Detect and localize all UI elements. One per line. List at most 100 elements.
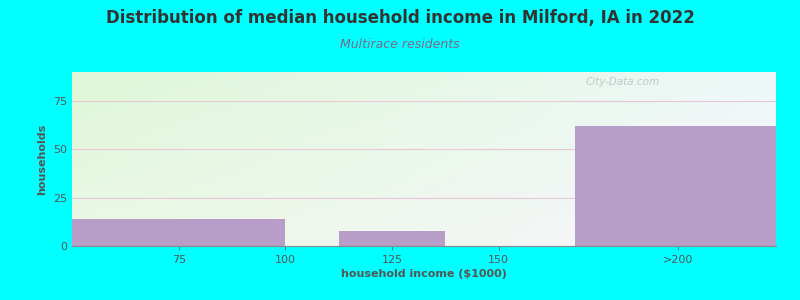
Bar bbox=[389, 232, 396, 234]
Bar bbox=[720, 100, 726, 102]
Bar bbox=[157, 183, 163, 185]
Bar bbox=[333, 124, 339, 126]
Bar bbox=[396, 171, 403, 173]
Bar bbox=[135, 202, 142, 204]
Bar bbox=[262, 185, 269, 187]
Bar bbox=[192, 199, 198, 201]
Bar bbox=[403, 237, 410, 239]
Bar bbox=[354, 140, 361, 142]
Bar bbox=[255, 166, 262, 168]
Bar bbox=[706, 121, 713, 122]
Bar bbox=[361, 163, 368, 164]
Bar bbox=[670, 187, 678, 189]
Bar bbox=[748, 178, 755, 180]
Bar bbox=[678, 178, 685, 180]
Bar bbox=[333, 222, 339, 224]
Bar bbox=[276, 148, 283, 150]
Bar bbox=[262, 169, 269, 171]
Bar bbox=[368, 236, 374, 237]
Bar bbox=[530, 159, 537, 161]
Bar bbox=[72, 155, 79, 157]
Bar bbox=[318, 143, 326, 145]
Bar bbox=[86, 124, 93, 126]
Bar bbox=[234, 241, 241, 242]
Bar bbox=[170, 168, 178, 169]
Bar bbox=[474, 189, 480, 190]
Bar bbox=[248, 77, 255, 79]
Bar bbox=[403, 159, 410, 161]
Bar bbox=[459, 114, 466, 116]
Bar bbox=[670, 241, 678, 242]
Bar bbox=[663, 183, 670, 185]
Bar bbox=[642, 206, 650, 208]
Bar bbox=[333, 116, 339, 117]
Bar bbox=[755, 148, 762, 150]
Bar bbox=[374, 138, 382, 140]
Bar bbox=[621, 163, 628, 164]
Bar bbox=[326, 176, 333, 178]
Bar bbox=[635, 237, 642, 239]
Bar bbox=[248, 103, 255, 105]
Bar bbox=[678, 138, 685, 140]
Bar bbox=[114, 180, 122, 182]
Bar bbox=[339, 152, 346, 154]
Bar bbox=[445, 169, 452, 171]
Bar bbox=[734, 171, 741, 173]
Bar bbox=[93, 211, 100, 213]
Bar bbox=[234, 215, 241, 216]
Bar bbox=[150, 126, 157, 128]
Bar bbox=[403, 138, 410, 140]
Bar bbox=[663, 242, 670, 244]
Bar bbox=[354, 201, 361, 203]
Bar bbox=[600, 159, 607, 161]
Bar bbox=[544, 183, 550, 185]
Bar bbox=[650, 81, 656, 82]
Bar bbox=[86, 105, 93, 107]
Bar bbox=[269, 93, 276, 94]
Bar bbox=[550, 103, 558, 105]
Bar bbox=[298, 190, 304, 192]
Bar bbox=[579, 155, 586, 157]
Bar bbox=[417, 129, 424, 131]
Bar bbox=[452, 100, 459, 102]
Bar bbox=[466, 147, 474, 148]
Bar bbox=[417, 163, 424, 164]
Bar bbox=[374, 236, 382, 237]
Bar bbox=[276, 157, 283, 159]
Bar bbox=[128, 227, 135, 229]
Bar bbox=[185, 143, 192, 145]
Bar bbox=[438, 135, 445, 137]
Bar bbox=[459, 77, 466, 79]
Bar bbox=[262, 102, 269, 103]
Bar bbox=[255, 112, 262, 114]
Bar bbox=[185, 96, 192, 98]
Bar bbox=[530, 189, 537, 190]
Bar bbox=[234, 150, 241, 152]
Bar bbox=[114, 143, 122, 145]
Bar bbox=[586, 102, 593, 103]
Bar bbox=[382, 112, 389, 114]
Bar bbox=[135, 190, 142, 192]
Bar bbox=[248, 201, 255, 203]
Bar bbox=[157, 107, 163, 109]
Bar bbox=[579, 93, 586, 94]
Bar bbox=[487, 209, 494, 211]
Bar bbox=[431, 93, 438, 94]
Bar bbox=[474, 202, 480, 204]
Bar bbox=[318, 239, 326, 241]
Bar bbox=[558, 189, 565, 190]
Bar bbox=[650, 166, 656, 168]
Bar bbox=[614, 138, 621, 140]
Bar bbox=[713, 216, 720, 218]
Bar bbox=[474, 103, 480, 105]
Bar bbox=[726, 213, 734, 215]
Bar bbox=[691, 140, 698, 142]
Bar bbox=[333, 194, 339, 196]
Bar bbox=[178, 135, 185, 137]
Bar bbox=[107, 133, 114, 135]
Bar bbox=[93, 128, 100, 129]
Bar bbox=[600, 161, 607, 163]
Bar bbox=[107, 201, 114, 203]
Bar bbox=[537, 140, 544, 142]
Bar bbox=[474, 185, 480, 187]
